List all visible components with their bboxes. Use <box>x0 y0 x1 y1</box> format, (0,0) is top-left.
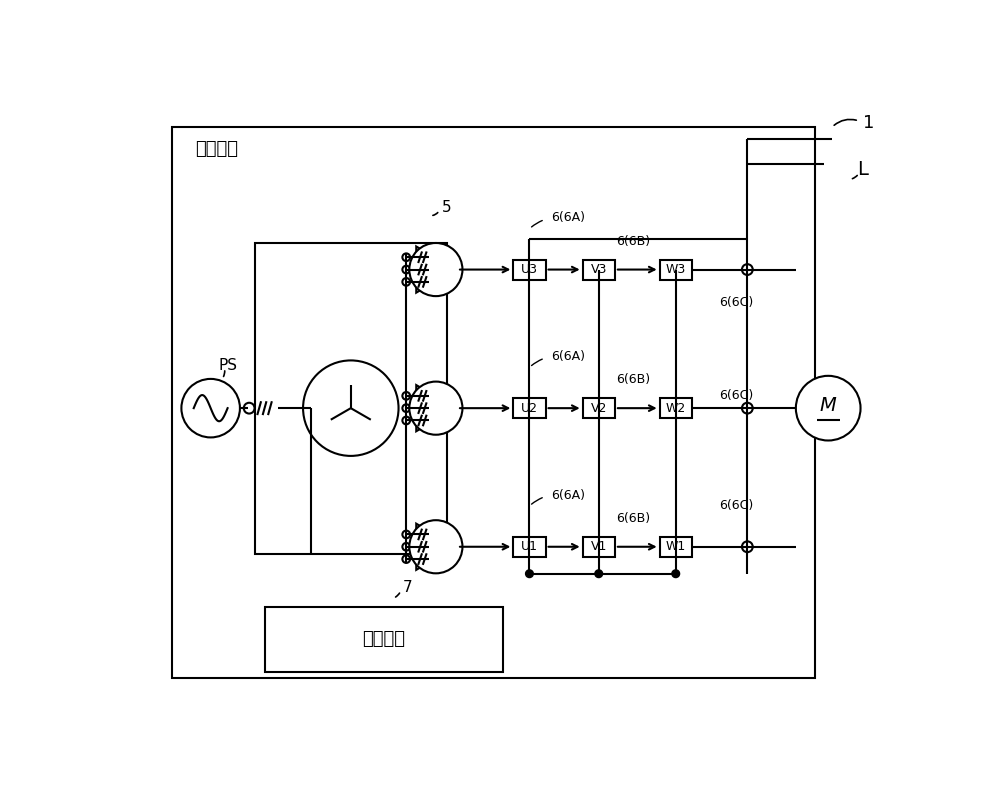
Circle shape <box>672 570 680 578</box>
Text: V1: V1 <box>591 540 607 553</box>
Circle shape <box>308 405 314 411</box>
Bar <box>583 398 615 418</box>
Bar <box>583 260 615 280</box>
Text: 5: 5 <box>442 201 451 215</box>
Circle shape <box>402 417 410 425</box>
Circle shape <box>409 243 462 296</box>
Text: U1: U1 <box>521 540 538 553</box>
Text: U2: U2 <box>521 401 538 415</box>
Text: 7: 7 <box>403 580 413 595</box>
Circle shape <box>742 265 753 275</box>
Text: M: M <box>820 396 837 414</box>
Bar <box>513 260 546 280</box>
Text: 6(6B): 6(6B) <box>616 512 651 525</box>
Text: 6(6A): 6(6A) <box>551 350 585 363</box>
Text: W1: W1 <box>666 540 686 553</box>
Circle shape <box>402 392 410 400</box>
Bar <box>172 127 815 678</box>
Circle shape <box>409 382 462 434</box>
Polygon shape <box>416 385 456 431</box>
Text: 控制装置: 控制装置 <box>362 630 405 648</box>
Circle shape <box>742 541 753 553</box>
Bar <box>255 243 447 554</box>
Circle shape <box>402 278 410 286</box>
Text: V2: V2 <box>591 401 607 415</box>
Circle shape <box>303 361 399 456</box>
Text: L: L <box>857 160 868 179</box>
Text: V3: V3 <box>591 263 607 276</box>
Text: 1: 1 <box>863 114 874 132</box>
Circle shape <box>742 403 753 413</box>
Bar <box>660 536 692 557</box>
Text: PS: PS <box>218 358 237 372</box>
Circle shape <box>402 265 410 273</box>
Circle shape <box>402 531 410 538</box>
Circle shape <box>244 403 255 413</box>
Text: 6(6C): 6(6C) <box>719 388 753 401</box>
Text: 6(6B): 6(6B) <box>616 373 651 386</box>
Circle shape <box>402 555 410 563</box>
Circle shape <box>402 543 410 551</box>
Circle shape <box>595 570 603 578</box>
Text: W3: W3 <box>666 263 686 276</box>
Polygon shape <box>416 247 456 293</box>
Text: 6(6C): 6(6C) <box>719 296 753 309</box>
Text: 驱动装置: 驱动装置 <box>195 140 238 158</box>
Circle shape <box>181 379 240 438</box>
Text: 6(6C): 6(6C) <box>719 499 753 512</box>
Bar <box>513 536 546 557</box>
Text: 6(6B): 6(6B) <box>616 235 651 248</box>
Text: U3: U3 <box>521 263 538 276</box>
Circle shape <box>402 253 410 261</box>
Circle shape <box>402 404 410 412</box>
Bar <box>660 260 692 280</box>
Text: 6(6A): 6(6A) <box>551 211 585 224</box>
Circle shape <box>526 570 533 578</box>
Text: 6(6A): 6(6A) <box>551 489 585 502</box>
Polygon shape <box>416 523 456 570</box>
Circle shape <box>796 376 861 440</box>
Bar <box>583 536 615 557</box>
Bar <box>660 398 692 418</box>
Bar <box>513 398 546 418</box>
Bar <box>265 607 503 672</box>
Circle shape <box>409 520 462 574</box>
Text: W2: W2 <box>666 401 686 415</box>
